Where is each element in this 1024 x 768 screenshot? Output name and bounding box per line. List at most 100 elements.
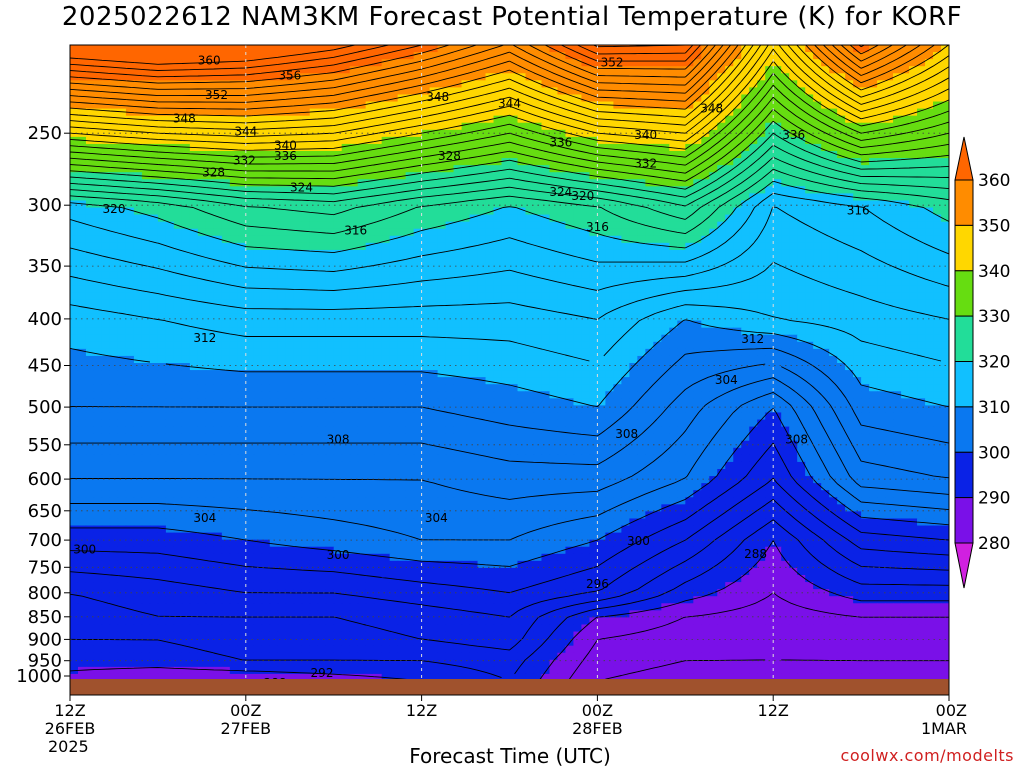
field-cell [789,158,798,166]
field-cell [805,200,814,209]
field-cell [893,52,902,60]
field-cell [181,235,191,244]
field-cell [413,115,423,124]
field-cell [389,45,399,53]
field-cell [709,271,718,279]
field-cell [253,73,263,81]
field-cell [685,242,694,251]
field-cell [941,299,949,308]
field-cell [70,292,79,300]
field-cell [661,66,670,74]
field-cell [485,214,495,223]
field-cell [525,193,535,202]
field-cell [925,158,934,166]
field-cell [877,87,886,96]
field-cell [221,59,231,67]
field-cell [133,341,143,350]
field-cell [941,158,949,166]
field-cell [821,200,830,209]
field-cell [917,172,926,180]
field-cell [389,313,399,322]
field-cell [557,221,567,230]
field-cell [885,299,894,308]
field-cell [765,101,774,110]
field-cell [285,101,295,110]
field-cell [637,257,646,265]
field-cell [189,292,199,300]
field-cell [293,334,303,343]
field-cell [133,271,143,279]
field-cell [165,334,175,343]
field-cell [373,214,383,223]
field-cell [565,143,575,152]
field-cell [557,334,567,343]
field-cell [261,271,271,279]
field-cell [869,52,878,60]
field-cell [693,299,702,308]
field-cell [645,355,654,364]
field-cell [669,108,678,117]
field-cell [181,320,191,329]
field-cell [301,334,311,343]
field-cell [77,101,87,110]
field-cell [325,249,335,258]
field-cell [285,94,295,103]
field-cell [469,327,479,336]
field-cell [861,242,870,251]
field-cell [109,334,119,343]
field-cell [85,122,95,131]
field-cell [741,122,750,131]
field-cell [661,101,670,110]
field-cell [85,264,95,272]
field-cell [93,320,103,329]
field-cell [741,80,750,88]
field-cell [429,320,439,329]
field-cell [813,165,822,173]
field-cell [189,235,199,244]
field-cell [565,115,575,124]
field-cell [101,264,111,272]
field-cell [341,228,351,237]
field-cell [157,271,167,279]
field-cell [485,158,495,166]
field-cell [221,320,231,329]
field-cell [429,306,439,315]
field-cell [741,278,750,286]
field-cell [821,73,830,81]
field-cell [757,87,766,96]
field-cell [565,122,575,131]
field-cell [493,186,503,194]
field-cell [805,306,814,315]
field-cell [237,355,247,364]
field-cell [213,348,223,357]
field-cell [605,193,614,202]
field-cell [133,207,143,216]
field-cell [485,341,495,350]
field-cell [101,66,111,74]
field-cell [309,235,319,244]
field-cell [789,235,798,244]
field-cell [197,363,207,371]
field-cell [421,73,431,81]
field-cell [365,151,375,159]
field-cell [413,172,423,180]
field-cell [445,179,455,187]
field-cell [733,334,742,343]
field-cell [421,214,431,223]
field-cell [85,207,95,216]
field-cell [509,341,519,350]
field-cell [173,193,183,202]
field-cell [365,101,375,110]
field-cell [477,59,487,67]
field-cell [173,271,183,279]
field-cell [917,80,926,88]
field-cell [189,200,199,209]
field-cell [661,320,670,329]
field-cell [349,158,359,166]
field-cell [405,143,415,152]
field-cell [877,320,886,329]
field-cell [933,334,942,343]
field-cell [525,165,535,173]
field-cell [181,101,191,110]
field-cell [901,129,910,138]
